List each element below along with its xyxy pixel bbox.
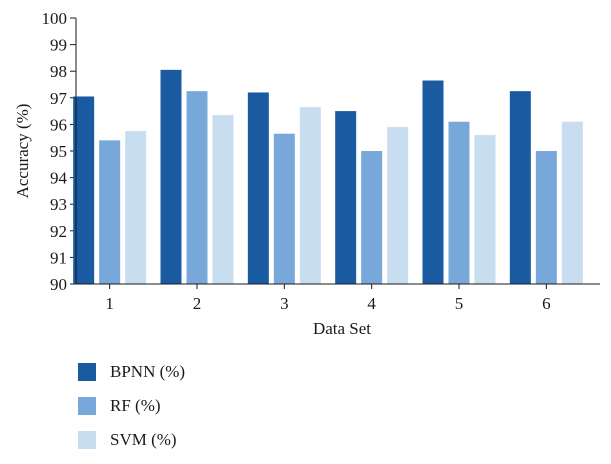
y-tick-label: 91 xyxy=(50,248,67,267)
y-tick-label: 98 xyxy=(50,62,67,81)
bar-svm-set-1 xyxy=(125,131,147,284)
legend-label-bpnn: BPNN (%) xyxy=(110,362,186,381)
bar-chart: 90 91 92 93 94 95 96 97 98 99 100 1 2 3 4 5 6 Accuracy … xyxy=(13,9,600,338)
y-axis-ticks: 90 91 92 93 94 95 96 97 98 99 100 xyxy=(42,9,76,294)
bar-rf-set-1 xyxy=(99,140,121,284)
y-tick-label: 99 xyxy=(50,36,67,55)
bar-svm-set-5 xyxy=(474,135,496,284)
bars xyxy=(73,69,583,285)
y-tick-label: 90 xyxy=(50,275,67,294)
bar-rf-set-3 xyxy=(273,133,295,284)
x-tick-label: 2 xyxy=(193,294,202,313)
legend-swatch-svm xyxy=(78,431,96,449)
bar-rf-set-6 xyxy=(535,151,557,284)
bar-bpnn-set-5 xyxy=(422,80,444,284)
bar-rf-set-5 xyxy=(448,121,470,285)
bar-bpnn-set-4 xyxy=(335,111,357,284)
legend-swatch-bpnn xyxy=(78,363,96,381)
y-tick-label: 93 xyxy=(50,195,67,214)
y-tick-label: 97 xyxy=(50,89,68,108)
bar-bpnn-set-1 xyxy=(73,96,95,284)
x-tick-label: 3 xyxy=(280,294,289,313)
legend-label-rf: RF (%) xyxy=(110,396,161,415)
legend-item-bpnn: BPNN (%) xyxy=(78,362,185,382)
y-tick-label: 92 xyxy=(50,222,67,241)
x-axis-ticks: 1 2 3 4 5 6 xyxy=(105,284,551,313)
bar-svm-set-6 xyxy=(561,121,583,285)
legend-swatch-rf xyxy=(78,397,96,415)
x-tick-label: 5 xyxy=(455,294,464,313)
legend-label-svm: SVM (%) xyxy=(110,430,177,449)
x-axis-title: Data Set xyxy=(313,319,371,338)
bar-svm-set-3 xyxy=(299,107,321,284)
y-tick-label: 100 xyxy=(42,9,68,28)
legend-item-svm: SVM (%) xyxy=(78,430,185,450)
y-tick-label: 94 xyxy=(50,169,68,188)
x-tick-label: 4 xyxy=(367,294,376,313)
bar-svm-set-4 xyxy=(387,127,409,284)
y-tick-label: 96 xyxy=(50,115,67,134)
bar-rf-set-4 xyxy=(361,151,383,284)
y-axis-title: Accuracy (%) xyxy=(13,104,32,199)
legend-item-rf: RF (%) xyxy=(78,396,185,416)
bar-rf-set-2 xyxy=(186,91,208,285)
bar-bpnn-set-6 xyxy=(509,91,531,285)
bar-svm-set-2 xyxy=(212,115,234,284)
x-tick-label: 6 xyxy=(542,294,551,313)
legend: BPNN (%) RF (%) SVM (%) xyxy=(78,362,185,464)
bar-bpnn-set-2 xyxy=(160,69,182,285)
bar-bpnn-set-3 xyxy=(247,92,269,284)
x-tick-label: 1 xyxy=(105,294,114,313)
y-tick-label: 95 xyxy=(50,142,67,161)
